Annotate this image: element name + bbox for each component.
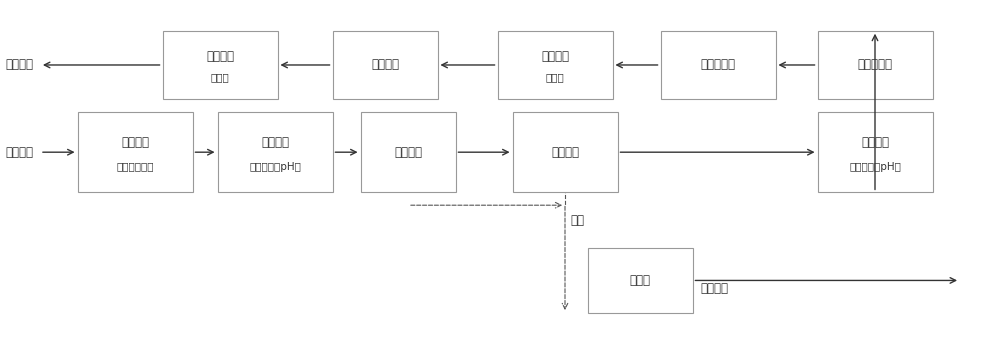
Text: （调节水量）: （调节水量） bbox=[116, 162, 154, 172]
Text: 曝气生物: 曝气生物 bbox=[541, 50, 569, 63]
Bar bbox=[512, 112, 618, 192]
Text: 调节池一: 调节池一 bbox=[121, 136, 149, 149]
Bar bbox=[360, 112, 456, 192]
Bar bbox=[78, 112, 192, 192]
Text: （加碱调节pH）: （加碱调节pH） bbox=[249, 162, 301, 172]
Text: 肥料回收: 肥料回收 bbox=[700, 282, 728, 295]
Text: 吹脱塔一: 吹脱塔一 bbox=[394, 146, 422, 159]
Text: 斜管沉淤池: 斜管沉淤池 bbox=[858, 58, 893, 71]
Text: 调节池三: 调节池三 bbox=[861, 136, 889, 149]
Text: 出水达标: 出水达标 bbox=[5, 58, 33, 71]
Bar bbox=[818, 31, 932, 99]
Bar bbox=[498, 31, 612, 99]
Text: 酸洗塔: 酸洗塔 bbox=[630, 274, 650, 287]
Bar bbox=[332, 31, 438, 99]
Bar bbox=[162, 31, 278, 99]
Text: 压滤尾水: 压滤尾水 bbox=[5, 146, 33, 159]
Text: 中间水池: 中间水池 bbox=[371, 58, 399, 71]
Bar bbox=[588, 248, 692, 313]
Text: （加酸调节pH）: （加酸调节pH） bbox=[849, 162, 901, 172]
Text: 水解酸化池: 水解酸化池 bbox=[700, 58, 736, 71]
Text: 吹脱塔二: 吹脱塔二 bbox=[551, 146, 579, 159]
Text: 氨气: 氨气 bbox=[570, 214, 584, 227]
Text: 曝气生物: 曝气生物 bbox=[206, 50, 234, 63]
Text: 调节池二: 调节池二 bbox=[261, 136, 289, 149]
Text: 滤池二: 滤池二 bbox=[211, 72, 229, 82]
Bar bbox=[218, 112, 332, 192]
Bar bbox=[818, 112, 932, 192]
Text: 滤池一: 滤池一 bbox=[546, 72, 564, 82]
Bar bbox=[660, 31, 776, 99]
